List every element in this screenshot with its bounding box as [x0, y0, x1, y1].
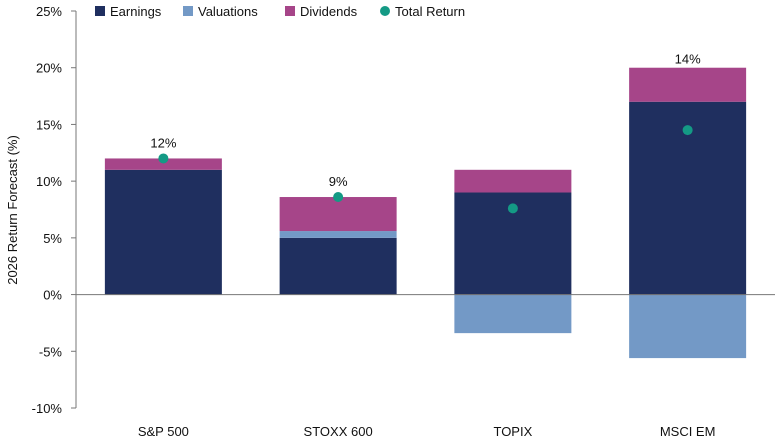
legend-swatch [285, 6, 295, 16]
bar-earnings [279, 237, 397, 295]
legend-label: Valuations [198, 4, 258, 19]
bar-valuations [454, 294, 572, 334]
total-return-marker [333, 192, 344, 203]
bar-dividends [279, 197, 397, 232]
data-label: 14% [675, 52, 701, 67]
bar-dividends [454, 169, 572, 193]
y-tick-label: 10% [36, 174, 62, 189]
total-return-markers [158, 125, 693, 214]
x-tick-label: TOPIX [493, 424, 532, 439]
legend-item-valuations: Valuations [183, 4, 258, 19]
legend: Earnings Valuations Dividends Total Return [95, 4, 465, 19]
y-tick-label: -10% [32, 401, 63, 416]
total-return-marker [158, 153, 169, 164]
total-return-marker [682, 125, 693, 136]
legend-item-earnings: Earnings [95, 4, 162, 19]
y-axis-label: 2026 Return Forecast (%) [5, 135, 20, 285]
y-tick-label: 20% [36, 61, 62, 76]
bars [104, 67, 747, 359]
data-label: 12% [150, 135, 176, 150]
bar-dividends [104, 158, 222, 170]
y-axis: -10% -5% 0% 5% 10% 15% 20% 25% [32, 4, 77, 416]
legend-swatch [95, 6, 105, 16]
bar-valuations [629, 294, 747, 359]
x-tick-label: STOXX 600 [304, 424, 373, 439]
legend-label: Total Return [395, 4, 465, 19]
y-tick-label: 15% [36, 117, 62, 132]
bar-earnings [104, 169, 222, 295]
data-label: 9% [329, 174, 348, 189]
y-tick-label: -5% [39, 344, 63, 359]
legend-label: Earnings [110, 4, 162, 19]
bar-dividends [629, 67, 747, 102]
legend-item-total-return: Total Return [380, 4, 465, 19]
y-tick-label: 0% [43, 288, 62, 303]
total-return-marker [507, 203, 518, 214]
x-tick-label: S&P 500 [138, 424, 189, 439]
legend-item-dividends: Dividends [285, 4, 358, 19]
y-tick-label: 5% [43, 231, 62, 246]
data-labels: 12% 9% 8% 14% [150, 52, 701, 189]
legend-label: Dividends [300, 4, 358, 19]
data-label: 8% [503, 155, 522, 170]
x-axis: S&P 500 STOXX 600 TOPIX MSCI EM [76, 294, 775, 439]
bar-valuations [279, 231, 397, 238]
x-tick-label: MSCI EM [660, 424, 716, 439]
legend-swatch [183, 6, 193, 16]
y-tick-label: 25% [36, 4, 62, 19]
legend-swatch [380, 6, 390, 16]
